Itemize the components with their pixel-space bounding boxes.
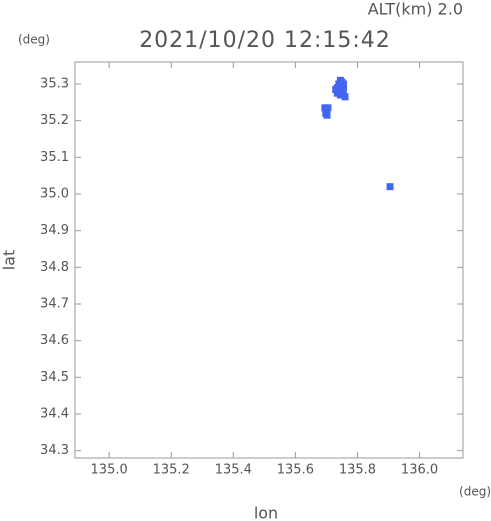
y-tick-label: 34.9 — [40, 223, 69, 238]
x-axis-title: lon — [254, 504, 278, 521]
y-tick-label: 34.7 — [40, 297, 69, 312]
plot-frame — [74, 61, 464, 459]
y-tick-label: 35.2 — [40, 113, 69, 128]
x-tick-label: 135.6 — [277, 463, 314, 478]
x-tick-label: 135.0 — [91, 463, 128, 478]
y-tick-label: 35.3 — [40, 77, 69, 92]
echo-point — [333, 89, 341, 97]
chart-title: 2021/10/20 12:15:42 — [139, 28, 391, 53]
echo-point — [338, 87, 346, 95]
echo-point — [339, 84, 347, 92]
y-tick-label: 35.0 — [40, 187, 69, 202]
echo-point — [323, 111, 331, 119]
x-tick-label: 135.4 — [215, 463, 252, 478]
x-unit: (deg) — [459, 485, 491, 499]
y-tick-label: 34.4 — [40, 407, 69, 422]
y-tick-label: 34.8 — [40, 260, 69, 275]
y-tick-label: 34.5 — [40, 370, 69, 385]
echo-point — [339, 80, 347, 88]
echo-point — [341, 93, 349, 101]
x-tick-label: 135.8 — [339, 463, 376, 478]
y-tick-label: 34.3 — [40, 443, 69, 458]
y-axis-title: lat — [0, 250, 19, 271]
echo-point — [386, 183, 394, 191]
x-tick-label: 136.0 — [401, 463, 438, 478]
x-tick-label: 135.2 — [153, 463, 190, 478]
altitude-label: ALT(km) 2.0 — [368, 0, 463, 19]
y-tick-label: 34.6 — [40, 333, 69, 348]
y-tick-label: 35.1 — [40, 150, 69, 165]
y-unit: (deg) — [18, 33, 50, 47]
echo-point — [335, 80, 343, 88]
